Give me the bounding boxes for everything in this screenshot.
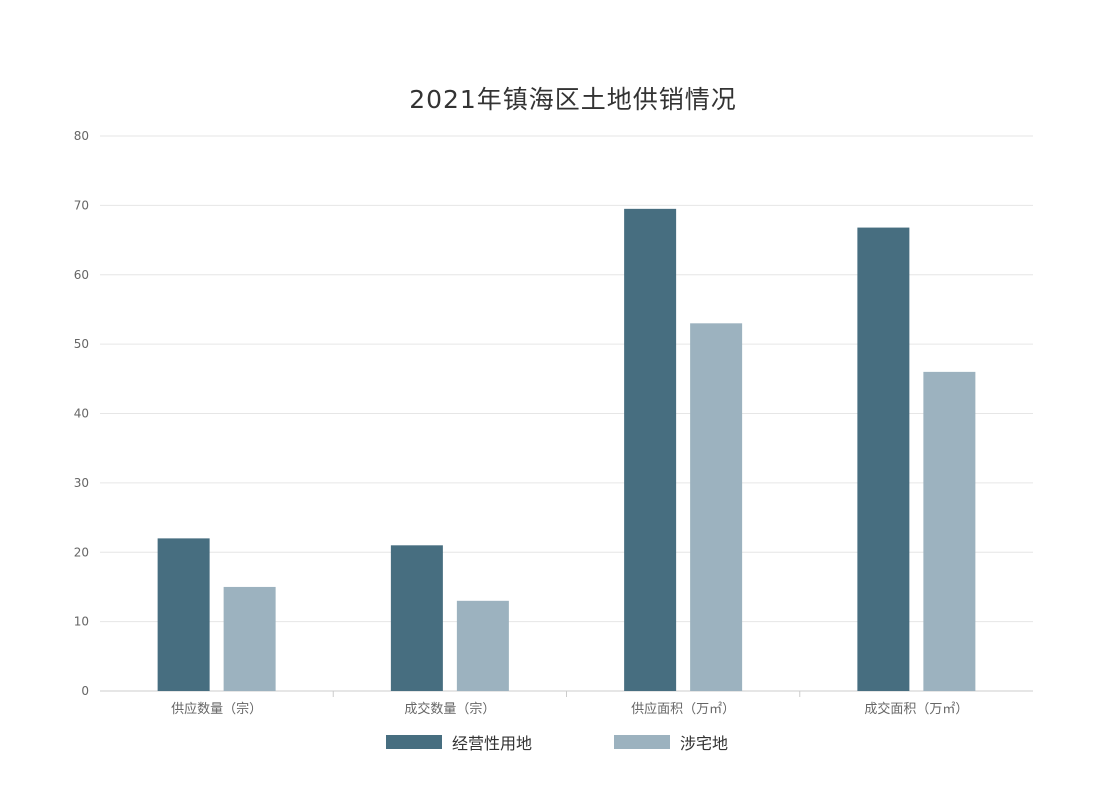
y-tick-label: 0 (81, 684, 89, 698)
y-tick-label: 50 (74, 337, 89, 351)
x-tick-label: 供应面积（万㎡） (631, 701, 735, 717)
legend: 经营性用地 涉宅地 (0, 730, 1100, 758)
x-tick-label: 成交面积（万㎡） (864, 701, 968, 717)
x-tick-label: 供应数量（宗） (171, 701, 262, 717)
bar-operational-land (157, 538, 210, 691)
legend-label-residential-land: 涉宅地 (680, 734, 729, 753)
legend-item-operational-land[interactable]: 经营性用地 (386, 730, 532, 754)
bar-operational-land (857, 227, 910, 691)
legend-label-operational-land: 经营性用地 (452, 734, 533, 753)
bar-residential-land (456, 600, 509, 691)
x-tick-label: 成交数量（宗） (404, 701, 495, 717)
y-tick-label: 30 (74, 476, 89, 490)
y-tick-label: 60 (74, 268, 89, 282)
chart-title: 2021年镇海区土地供销情况 (409, 85, 737, 114)
bar-operational-land (624, 208, 677, 691)
bar-residential-land (923, 371, 976, 691)
bar-residential-land (690, 323, 743, 691)
y-tick-label: 70 (74, 198, 89, 212)
bar-operational-land (390, 545, 443, 691)
legend-item-residential-land[interactable]: 涉宅地 (614, 730, 728, 754)
y-tick-label: 40 (74, 407, 89, 421)
y-tick-label: 20 (74, 545, 89, 559)
bar-residential-land (223, 586, 276, 691)
y-tick-label: 80 (74, 129, 89, 143)
y-tick-label: 10 (74, 615, 89, 629)
legend-swatch-operational-land (386, 735, 442, 749)
legend-swatch-residential-land (614, 735, 670, 749)
